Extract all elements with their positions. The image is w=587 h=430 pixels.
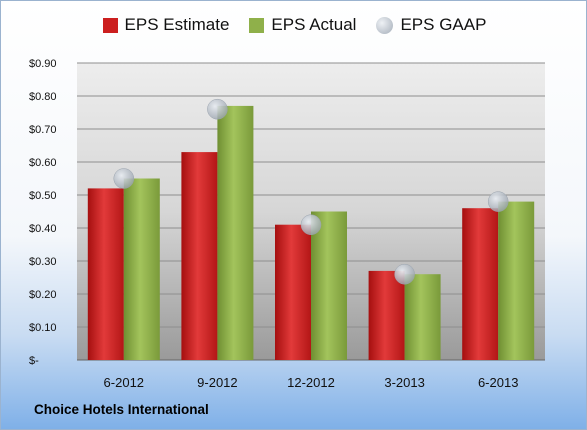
y-tick-label: $- — [29, 355, 39, 367]
y-tick-label: $0.70 — [29, 124, 57, 136]
bar-eps-estimate — [462, 208, 499, 360]
company-name: Choice Hotels International — [34, 402, 209, 417]
x-tick-label: 6-2013 — [478, 375, 518, 390]
bar-eps-estimate — [87, 188, 124, 360]
legend-swatch-eps-gaap — [376, 16, 394, 34]
marker-eps-gaap — [487, 191, 509, 212]
x-tick-label: 12-2012 — [287, 375, 335, 390]
legend-label-eps-gaap: EPS GAAP — [400, 15, 487, 34]
bar-eps-actual — [311, 211, 347, 360]
y-tick-label: $0.80 — [29, 91, 57, 103]
bar-eps-estimate — [368, 270, 405, 360]
y-tick-label: $0.60 — [29, 157, 57, 169]
y-tick-label: $0.40 — [29, 223, 57, 235]
chart-legend: EPS Estimate EPS Actual EPS GAAP — [1, 15, 586, 35]
legend-item-eps-actual: EPS Actual — [249, 15, 356, 35]
legend-swatch-eps-actual — [249, 17, 265, 33]
x-tick-label: 3-2013 — [384, 375, 424, 390]
legend-item-eps-estimate: EPS Estimate — [102, 15, 230, 35]
bar-eps-actual — [404, 274, 441, 360]
marker-eps-gaap — [300, 214, 322, 235]
bar-eps-actual — [498, 201, 535, 360]
y-tick-label: $0.50 — [29, 190, 57, 202]
y-tick-label: $0.10 — [29, 322, 57, 334]
bar-eps-estimate — [275, 224, 311, 360]
x-tick-label: 9-2012 — [197, 375, 237, 390]
marker-eps-gaap — [394, 263, 415, 285]
y-tick-label: $0.20 — [29, 289, 57, 301]
y-tick-label: $0.90 — [29, 58, 57, 70]
y-tick-label: $0.30 — [29, 256, 57, 268]
legend-swatch-eps-estimate — [102, 17, 118, 33]
bar-eps-actual — [217, 105, 254, 361]
marker-eps-gaap — [113, 168, 135, 189]
legend-label-eps-estimate: EPS Estimate — [124, 15, 230, 34]
bar-eps-actual — [123, 178, 160, 360]
legend-label-eps-actual: EPS Actual — [271, 15, 357, 34]
x-tick-label: 6-2012 — [104, 375, 144, 390]
bar-eps-estimate — [181, 152, 218, 360]
marker-eps-gaap — [207, 98, 228, 120]
legend-item-eps-gaap: EPS GAAP — [376, 15, 486, 35]
